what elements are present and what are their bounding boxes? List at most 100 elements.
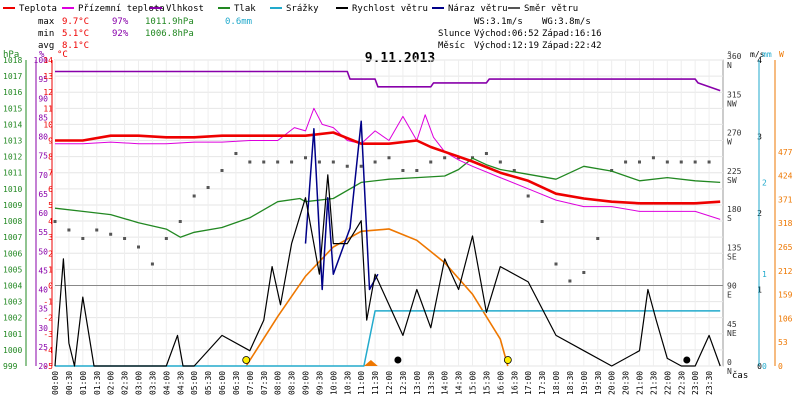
wind-direction-point — [317, 160, 321, 164]
tick-time: 20:00 — [608, 371, 617, 395]
tick-time: 01:00 — [79, 371, 88, 395]
tick-dir-name: NE — [727, 329, 737, 338]
wind-direction-point — [137, 245, 140, 249]
max-rain: 0.6mm — [225, 17, 252, 27]
sun-label: Slunce — [438, 29, 471, 39]
wind-direction-point — [415, 169, 419, 172]
tick-hpa: 1005 — [3, 265, 22, 274]
tick-pct: 55 — [38, 228, 48, 237]
tick-dir-name: N — [727, 367, 732, 376]
tick-dir-name: W — [727, 138, 732, 147]
tick-hpa: 1002 — [3, 314, 22, 323]
legend-label-2: Vlhkost — [166, 4, 204, 14]
tick-temp: 9 — [48, 137, 53, 146]
tick-time: 03:30 — [148, 371, 157, 395]
tick-time: 06:00 — [218, 371, 227, 395]
tick-dir-name: NW — [727, 99, 737, 108]
tick-hpa: 1010 — [3, 185, 22, 194]
legend-label-1: Přízemní teplota — [78, 4, 165, 14]
tick-pct: 25 — [38, 343, 48, 352]
tick-time: 07:00 — [246, 371, 255, 395]
legend-label-3: Tlak — [234, 4, 256, 14]
tick-dir-deg: 270 — [727, 129, 742, 138]
tick-time: 17:00 — [524, 371, 533, 395]
wind-direction-point — [359, 164, 363, 168]
wind-direction-point — [498, 160, 502, 164]
chart-title: 9.11.2013 — [365, 51, 435, 66]
tick-time: 19:00 — [580, 371, 589, 395]
tick-hpa: 1007 — [3, 233, 22, 242]
tick-solar: 424 — [778, 172, 793, 181]
wind-direction-point — [123, 237, 127, 240]
axis-unit-dir: ° — [727, 50, 732, 59]
legend-label-4: Srážky — [286, 4, 319, 14]
legend-label-6: Náraz větru — [448, 4, 508, 14]
tick-time: 01:30 — [93, 371, 102, 395]
tick-hpa: 1012 — [3, 153, 22, 162]
tick-temp: 5 — [48, 201, 53, 210]
min-label: min — [38, 29, 54, 39]
x-axis-title: čas — [732, 370, 748, 381]
tick-time: 00:30 — [65, 371, 74, 395]
tick-pct: 65 — [38, 190, 48, 199]
tick-hpa: 999 — [3, 362, 18, 371]
tick-time: 09:00 — [302, 371, 311, 395]
tick-dir-deg: 45 — [727, 320, 737, 329]
sunrise: Východ:06:52 — [474, 29, 539, 39]
tick-solar: 318 — [778, 219, 793, 228]
tick-temp: 12 — [43, 88, 53, 97]
moonrise: Východ:12:19 — [474, 41, 539, 51]
wind-direction-point — [178, 220, 182, 223]
axis-unit-temp: °C — [57, 50, 68, 60]
tick-temp: 14 — [43, 56, 53, 65]
wind-direction-point — [192, 194, 196, 198]
tick-time: 02:30 — [121, 371, 130, 395]
min-hum: 92% — [112, 29, 129, 39]
tick-time: 08:30 — [288, 371, 297, 395]
wind-direction-point — [568, 279, 572, 283]
tick-time: 14:00 — [441, 371, 450, 395]
moonrise-marker — [394, 356, 402, 364]
tick-time: 23:30 — [705, 371, 714, 395]
tick-dir-deg: 90 — [727, 282, 737, 291]
tick-pct: 85 — [38, 113, 48, 122]
tick-time: 06:30 — [232, 371, 241, 395]
legend-label-0: Teplota — [19, 4, 57, 14]
tick-time: 16:00 — [496, 371, 505, 395]
min-press: 1006.8hPa — [145, 29, 194, 39]
moonset-marker — [683, 356, 691, 364]
tick-temp: 1 — [48, 265, 53, 274]
wind-direction-point — [373, 160, 377, 164]
tick-time: 07:30 — [260, 371, 269, 395]
tick-dir-deg: 135 — [727, 243, 742, 252]
rain-event-marker — [363, 360, 378, 366]
event-markers — [242, 356, 691, 366]
tick-temp: 0 — [48, 281, 53, 290]
tick-hpa: 1001 — [3, 330, 22, 339]
axis-unit-wind: m/s — [750, 50, 765, 59]
wind-direction-point — [582, 271, 586, 274]
tick-pct: 75 — [38, 152, 48, 161]
tick-hpa: 1015 — [3, 104, 22, 113]
axis-unit-solar: W — [779, 50, 784, 59]
tick-dir-name: N — [727, 61, 732, 70]
tick-time: 15:00 — [469, 371, 478, 395]
tick-hpa: 1006 — [3, 249, 22, 258]
wind-direction-point — [220, 169, 224, 172]
axis-unit-hpa: hPa — [3, 50, 19, 60]
tick-hpa: 1003 — [3, 298, 22, 307]
tick-pct: 100 — [34, 56, 49, 65]
series-ground-temperature — [55, 107, 721, 220]
legend-label-7: Směr větru — [524, 4, 578, 14]
tick-temp: 6 — [48, 185, 53, 194]
plot-area — [53, 70, 721, 367]
tick-solar: 265 — [778, 243, 793, 252]
wind-direction-point — [693, 160, 697, 164]
tick-time: 21:00 — [636, 371, 645, 395]
tick-time: 22:30 — [677, 371, 686, 395]
tick-hpa: 1017 — [3, 72, 22, 81]
tick-pct: 60 — [38, 209, 48, 218]
tick-dir-deg: 180 — [727, 205, 742, 214]
max-temp: 9.7°C — [62, 17, 89, 27]
